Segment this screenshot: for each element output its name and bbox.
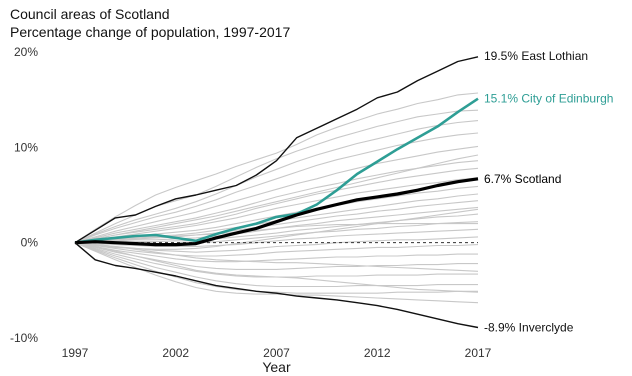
background-series-line-25 <box>74 208 479 250</box>
end-label-scotland: 6.7% Scotland <box>484 172 561 186</box>
x-axis-title: Year <box>262 359 291 375</box>
series-line-east-lothian <box>74 56 479 244</box>
background-series-group <box>74 92 479 304</box>
x-tick-label: 2017 <box>465 346 492 360</box>
background-series-line-6 <box>74 167 479 244</box>
background-series-line-24 <box>74 154 479 244</box>
y-tick-label: -10% <box>10 331 38 345</box>
background-series-line-16 <box>74 242 479 257</box>
end-label-inverclyde: -8.9% Inverclyde <box>484 321 574 335</box>
x-tick-label: 2007 <box>263 346 290 360</box>
series-line-scotland <box>74 177 479 247</box>
background-series-line-7 <box>74 177 479 244</box>
background-series-line-10 <box>74 200 479 244</box>
y-tick-label: 10% <box>14 140 38 154</box>
x-tick-label: 1997 <box>62 346 89 360</box>
background-series-line-21 <box>74 242 478 294</box>
end-label-east-lothian: 19.5% East Lothian <box>484 49 588 63</box>
chart-subtitle: Percentage change of population, 1997-20… <box>10 24 291 40</box>
series-line-inverclyde <box>74 242 479 329</box>
background-series-line-17 <box>74 242 478 263</box>
x-tick-label: 2012 <box>364 346 391 360</box>
y-axis-tick-labels: 20% 10% 0% -10% <box>10 45 38 345</box>
background-series-line-23 <box>74 242 479 293</box>
x-tick-label: 2002 <box>162 346 189 360</box>
series-end-labels: 19.5% East Lothian 15.1% City of Edinburg… <box>484 49 613 335</box>
background-series-line-0 <box>74 92 479 244</box>
series-line-city-of-edinburgh <box>74 97 479 244</box>
background-series-line-12 <box>74 213 479 244</box>
y-tick-label: 20% <box>14 45 38 59</box>
background-series-line-20 <box>74 242 478 288</box>
chart-title: Council areas of Scotland <box>10 6 170 22</box>
end-label-city-of-edinburgh: 15.1% City of Edinburgh <box>484 92 613 106</box>
background-series-line-27 <box>74 242 479 272</box>
y-tick-label: 0% <box>21 236 39 250</box>
background-series-line-5 <box>74 160 479 244</box>
x-axis-tick-labels: 1997 2002 2007 2012 2017 <box>62 346 492 360</box>
background-series-line-26 <box>74 223 478 244</box>
highlighted-series-group <box>74 56 479 329</box>
background-series-line-2 <box>74 120 479 244</box>
background-series-line-4 <box>74 145 479 244</box>
background-series-line-14 <box>74 228 479 248</box>
